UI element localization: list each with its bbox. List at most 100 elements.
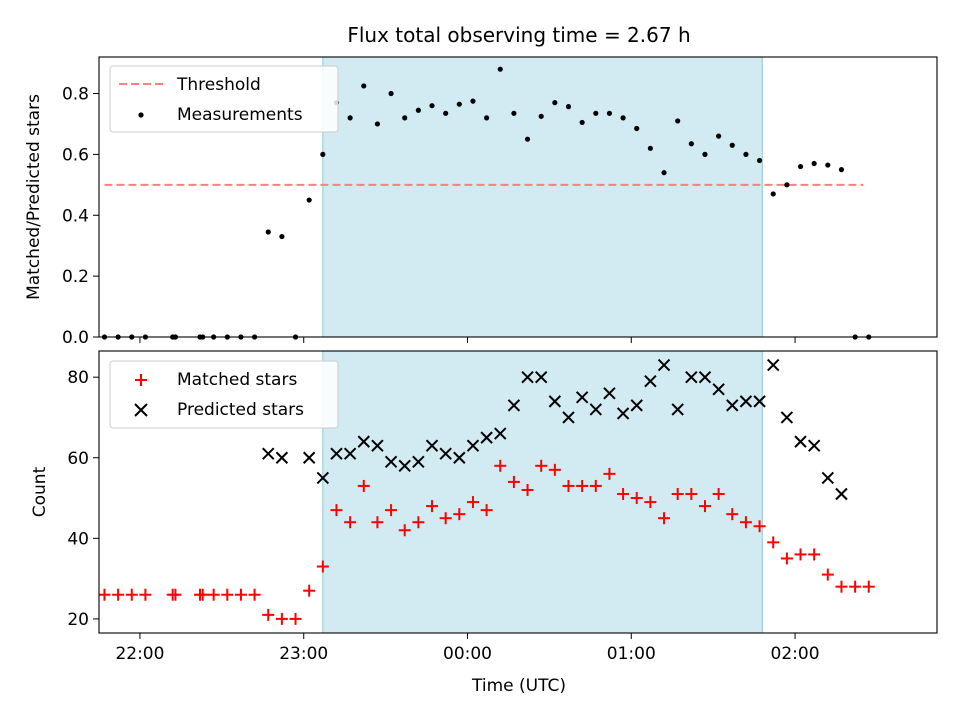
measurement-point [634,125,640,132]
shaded-interval [322,350,763,634]
x-tick-label: 22:00 [115,644,164,664]
predicted-star-point [630,399,643,412]
predicted-star-point [562,411,575,424]
predicted-star-point [807,439,821,452]
measurement-point [620,115,626,121]
matched-star-point [603,467,616,480]
x-tick-label: 00:00 [443,644,492,664]
shaded-interval [322,56,763,338]
matched-star-point [426,500,439,513]
measurement-point [675,118,681,124]
matched-star-point [139,588,152,601]
matched-legend-swatch [135,374,147,386]
matched-star-point [507,475,520,488]
y-tick-label: 0.2 [62,267,89,287]
matched-star-point [289,612,302,625]
measurement-point [825,162,831,168]
matched-star-point [453,508,466,521]
matched-legend-label: Matched stars [177,370,297,390]
matched-star-point [330,504,343,517]
matched-star-point [835,580,848,593]
measurement-point [265,229,271,235]
measurement-point [443,110,449,116]
measurement-point [811,160,817,167]
matched-star-point [808,548,821,561]
predicted-star-point [425,439,439,452]
measurement-point [347,115,353,121]
predicted-star-point [316,471,330,485]
measurement-point [279,233,285,240]
measurement-point [402,115,408,121]
matched-star-point [698,500,711,513]
predicted-star-point [603,387,616,400]
predicted-star-point [412,455,425,468]
matched-star-point [169,588,182,601]
measurement-point [688,141,694,147]
observing-window-shade [322,56,763,338]
matched-star-point [412,516,425,529]
predicted-star-point [739,395,753,408]
count-y-axis-label: Count [30,466,50,517]
matched-star-point [548,463,561,476]
y-tick-label: 0.8 [62,85,89,105]
matched-star-point [398,524,411,537]
predicted-star-point [521,370,534,384]
matched-star-point [644,496,657,509]
matched-star-point [685,488,698,501]
matched-star-point [275,612,288,625]
predicted-star-point [275,451,289,464]
ratio-panel: 0.00.20.40.60.8 Matched/Predicted stars … [24,56,938,348]
measurement-point [565,104,572,110]
predicted-star-point [657,358,671,372]
measurement-point [320,151,326,157]
matched-star-point [316,560,329,573]
predicted-star-point [330,447,343,460]
x-tick-label: 02:00 [771,644,820,664]
matched-star-point [439,512,452,525]
measurement-point [497,66,503,72]
measurement-point [456,101,462,107]
matched-star-point [862,580,875,593]
measurement-point [538,113,544,119]
matched-star-point [630,492,643,505]
measurement-point [306,197,312,203]
matched-star-point [480,504,493,517]
measurement-point [770,191,776,197]
matched-star-point [357,479,370,492]
matched-star-point [767,536,780,549]
predicted-star-point [453,451,466,464]
y-tick-label: 40 [67,529,89,549]
matched-star-point [385,504,398,517]
matched-star-point [753,520,766,533]
matched-star-point [617,488,630,501]
matched-star-point [112,588,125,601]
ratio-y-axis-ticks: 0.0 0.2 0.4 0.6 0.8 [62,85,99,348]
y-tick-label: 60 [67,449,89,469]
figure-title: Flux total observing time = 2.67 h [347,23,690,47]
matched-star-point [589,479,602,492]
predicted-star-point [384,455,398,468]
measurement-point [524,136,531,142]
predicted-star-point [398,459,411,473]
measurement-point [552,100,558,106]
measurement-point [593,110,599,116]
predicted-stars-series [262,358,848,501]
predicted-star-point [821,471,835,485]
ratio-legend-box [109,65,339,133]
predicted-star-point [685,370,698,384]
predicted-star-point [302,451,316,464]
matched-star-point [821,568,834,581]
matched-star-point [712,488,725,501]
predicted-star-point [767,358,780,372]
matched-star-point [234,588,247,601]
x-axis-label: Time (UTC) [471,676,566,696]
y-tick-label: 20 [67,610,89,630]
matched-star-point [849,580,862,593]
measurement-point [702,151,708,157]
matched-star-point [344,516,357,529]
predicted-star-point [439,447,452,460]
measurement-point [388,90,394,97]
measurement-point [470,98,476,104]
predicted-star-point [589,403,603,416]
